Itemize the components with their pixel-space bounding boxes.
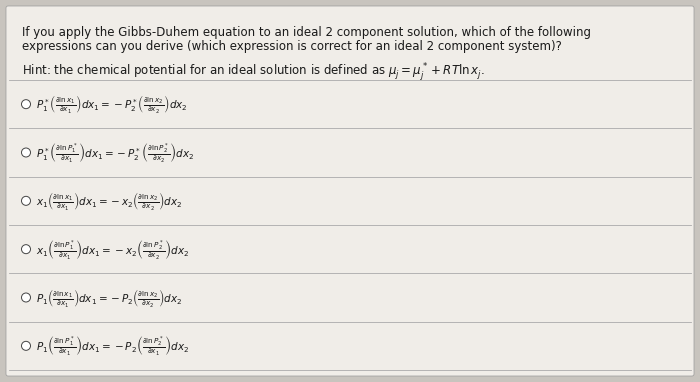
Text: $P_1 \left(\frac{\partial \ln x_1}{\partial x_1}\right) dx_1 = -P_2 \left(\frac{: $P_1 \left(\frac{\partial \ln x_1}{\part… xyxy=(36,286,183,309)
Circle shape xyxy=(22,342,31,350)
FancyBboxPatch shape xyxy=(6,6,694,376)
Text: Hint: the chemical potential for an ideal solution is defined as $\mu_j = \mu_j^: Hint: the chemical potential for an idea… xyxy=(22,62,485,84)
Circle shape xyxy=(22,293,31,302)
Text: $x_1 \left(\frac{\partial \ln P_1^*}{\partial x_1}\right) dx_1 = -x_2 \left(\fra: $x_1 \left(\frac{\partial \ln P_1^*}{\pa… xyxy=(36,238,190,261)
Text: $x_1 \left(\frac{\partial \ln x_1}{\partial x_1}\right) dx_1 = -x_2 \left(\frac{: $x_1 \left(\frac{\partial \ln x_1}{\part… xyxy=(36,190,183,212)
Text: If you apply the Gibbs-Duhem equation to an ideal 2 component solution, which of: If you apply the Gibbs-Duhem equation to… xyxy=(22,26,591,39)
Text: $P_1^* \left(\frac{\partial \ln P_1^*}{\partial x_1}\right) dx_1 = -P_2^* \left(: $P_1^* \left(\frac{\partial \ln P_1^*}{\… xyxy=(36,141,195,164)
Text: expressions can you derive (which expression is correct for an ideal 2 component: expressions can you derive (which expres… xyxy=(22,40,562,53)
Circle shape xyxy=(22,100,31,108)
Circle shape xyxy=(22,148,31,157)
Text: $P_1 \left(\frac{\partial \ln P_1^*}{\partial x_1}\right) dx_1 = -P_2 \left(\fra: $P_1 \left(\frac{\partial \ln P_1^*}{\pa… xyxy=(36,334,190,357)
Circle shape xyxy=(22,244,31,254)
Text: $P_1^* \left(\frac{\partial \ln x_1}{\partial x_1}\right) dx_1 = -P_2^* \left(\f: $P_1^* \left(\frac{\partial \ln x_1}{\pa… xyxy=(36,93,188,115)
Circle shape xyxy=(22,196,31,206)
